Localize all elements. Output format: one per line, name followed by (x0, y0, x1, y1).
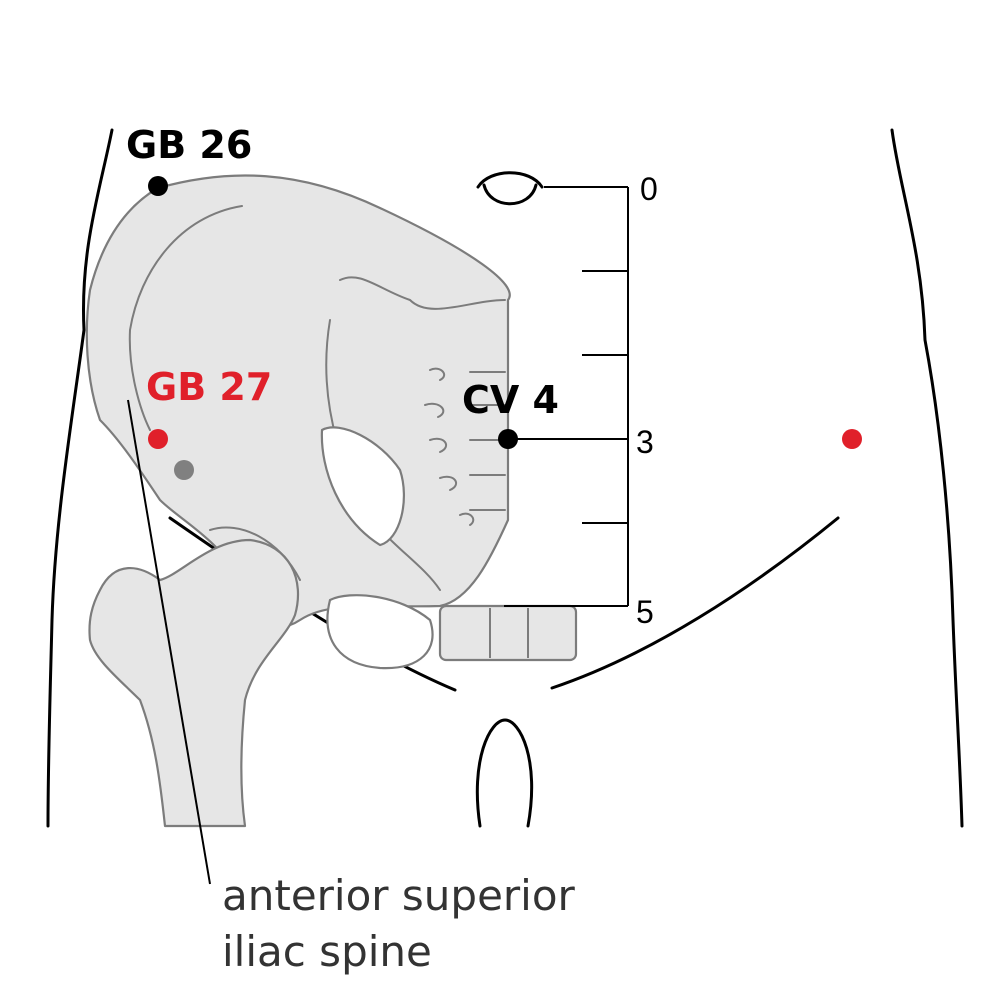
gb26-label: GB 26 (126, 123, 252, 167)
right-torso-contour (890, 128, 964, 828)
acupoints (148, 176, 862, 480)
left-torso-contour (46, 128, 114, 828)
scale-label-0: 0 (640, 171, 658, 207)
gb27-point-left (148, 429, 168, 449)
cv4-label: CV 4 (462, 378, 559, 422)
femoral-head-line (209, 526, 301, 581)
asis-leader-line (127, 399, 211, 885)
iliac-crest-inner (128, 205, 243, 431)
annotation-line-2: iliac spine (222, 927, 432, 976)
ilium (85, 174, 511, 628)
gb26-point (148, 176, 168, 196)
gb27-label: GB 27 (146, 365, 272, 409)
cv4-point (498, 429, 518, 449)
lumbar-vertebra-shapes (424, 367, 506, 526)
navel (476, 171, 544, 206)
scale-label-5: 5 (636, 594, 654, 630)
sacral-opening (320, 426, 405, 547)
pubic-symphysis (438, 604, 578, 662)
scale-label-3: 3 (636, 424, 654, 460)
obturator-foramen (326, 594, 434, 670)
annotation-line-1: anterior superior (222, 871, 576, 920)
gb27-point-right (842, 429, 862, 449)
cun-scale: 0 3 5 (504, 171, 658, 630)
inguinal-fold-right (550, 516, 840, 690)
pelvis-bones (85, 174, 511, 828)
asis-point (174, 460, 194, 480)
groin-outline (475, 718, 534, 828)
femur (88, 538, 300, 828)
